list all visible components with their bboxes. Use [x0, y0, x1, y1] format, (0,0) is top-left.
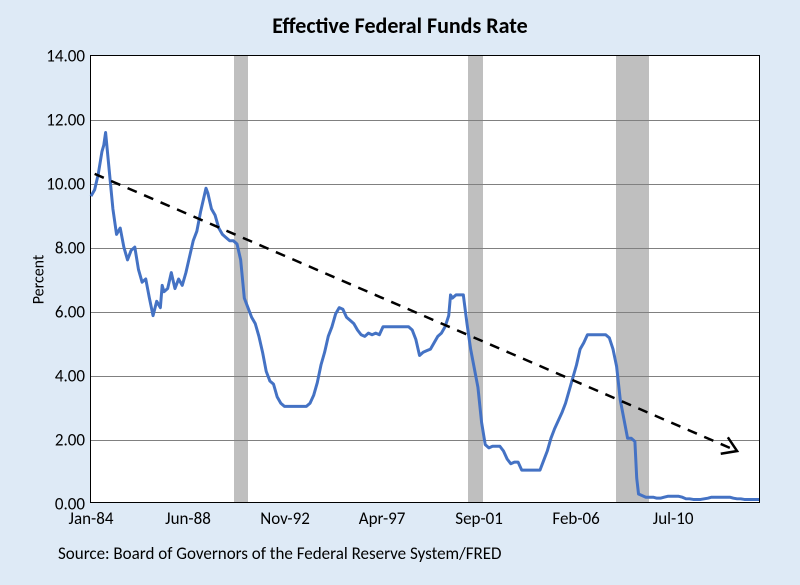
y-axis-label: Percent	[29, 255, 48, 305]
xtick-label: Sep-01	[455, 508, 503, 529]
ytick-label: 2.00	[55, 430, 85, 451]
xtick-label: Nov-92	[260, 508, 310, 529]
xtick-label: Jan-84	[69, 508, 114, 529]
ytick-label: 14.00	[46, 46, 85, 67]
ytick-label: 10.00	[46, 174, 85, 195]
xtick-label: Feb-06	[552, 508, 599, 529]
chart-svg	[91, 56, 759, 502]
ytick-label: 12.00	[46, 110, 85, 131]
xtick-label: Jul-10	[653, 508, 694, 529]
ytick-label: 6.00	[55, 302, 85, 323]
source-note: Source: Board of Governors of the Federa…	[58, 543, 502, 564]
xtick-label: Jun-88	[165, 508, 211, 529]
chart-title: Effective Federal Funds Rate	[0, 12, 800, 39]
ytick-label: 4.00	[55, 366, 85, 387]
plot-area: 0.002.004.006.008.0010.0012.0014.00Jan-8…	[90, 55, 760, 503]
xtick-label: Apr-97	[359, 508, 406, 529]
ytick-label: 8.00	[55, 238, 85, 259]
trend-line	[95, 174, 737, 451]
